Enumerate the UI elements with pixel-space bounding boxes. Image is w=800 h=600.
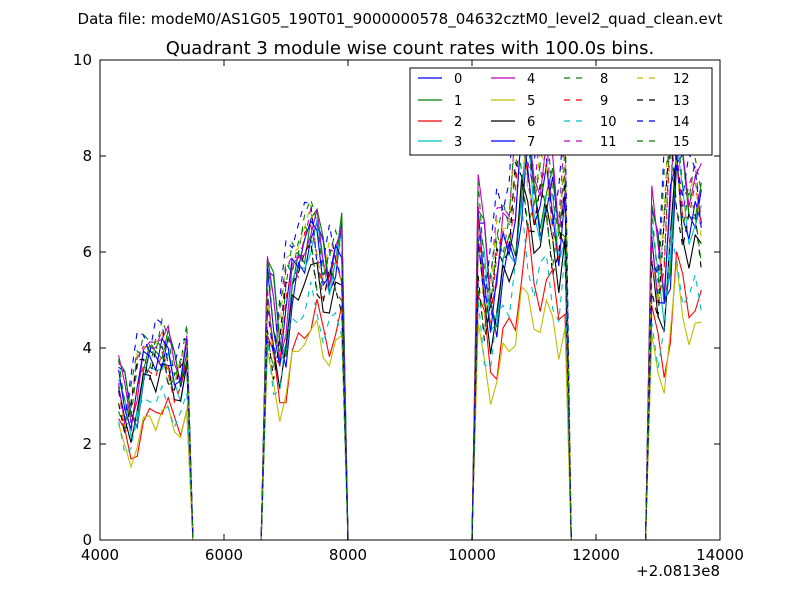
- legend-label-1: 1: [454, 94, 462, 109]
- suptitle: Data file: modeM0/AS1G05_190T01_90000005…: [78, 10, 723, 29]
- legend-label-8: 8: [600, 72, 608, 87]
- axes-frame: [99, 59, 721, 541]
- legend-label-9: 9: [600, 94, 608, 109]
- y-tick-label: 2: [82, 435, 92, 453]
- legend-label-5: 5: [527, 94, 535, 109]
- x-tick-label: 8000: [329, 546, 367, 564]
- legend-label-4: 4: [527, 72, 535, 87]
- legend-label-10: 10: [600, 115, 617, 130]
- legend-box: [409, 67, 713, 156]
- legend-label-12: 12: [673, 72, 690, 87]
- legend-label-0: 0: [454, 72, 462, 87]
- legend-label-2: 2: [454, 115, 462, 130]
- x-tick-label: 6000: [205, 546, 243, 564]
- legend-label-11: 11: [600, 135, 617, 150]
- x-tick-label: 14000: [696, 546, 744, 564]
- chart-title: Quadrant 3 module wise count rates with …: [166, 38, 655, 59]
- legend-label-6: 6: [527, 115, 535, 130]
- x-tick-label: 10000: [448, 546, 496, 564]
- y-tick-label: 6: [82, 243, 92, 261]
- legend-label-14: 14: [673, 115, 690, 130]
- legend-label-13: 13: [673, 94, 690, 109]
- y-tick-label: 0: [82, 531, 92, 549]
- x-offset-label: +2.0813e8: [636, 562, 720, 580]
- series-line-13: [118, 122, 702, 541]
- x-tick-label: 12000: [572, 546, 620, 564]
- y-tick-label: 10: [73, 51, 92, 69]
- y-tick-label: 8: [82, 147, 92, 165]
- y-tick-label: 4: [82, 339, 92, 357]
- legend-label-7: 7: [527, 135, 535, 150]
- legend-label-15: 15: [673, 135, 690, 150]
- x-tick-label: 4000: [81, 546, 119, 564]
- legend-label-3: 3: [454, 135, 462, 150]
